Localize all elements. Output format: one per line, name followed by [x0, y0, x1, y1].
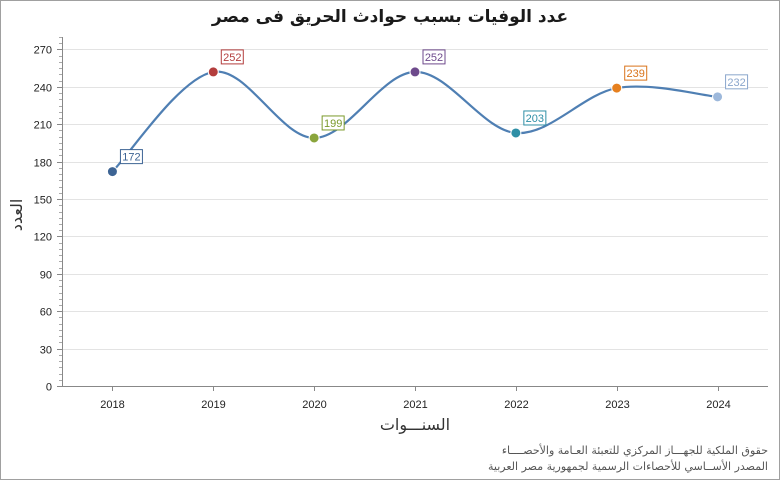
- footer-source: المصدر الأســاسي للأحصاءات الرسمية لجمهو…: [488, 460, 768, 473]
- y-tick-label: 60: [40, 307, 52, 319]
- x-tick-label: 2022: [504, 399, 528, 411]
- y-axis-title: العدد: [7, 199, 26, 232]
- y-tick-label: 150: [34, 195, 52, 207]
- data-point: [611, 82, 623, 94]
- y-tick-label: 270: [34, 45, 52, 57]
- data-label-box: [523, 110, 547, 126]
- x-tick-label: 2021: [403, 399, 427, 411]
- data-label-box: [624, 65, 648, 81]
- data-point: [308, 132, 320, 144]
- data-label: 252: [223, 52, 241, 64]
- y-tick-label: 240: [34, 83, 52, 95]
- y-tick-label: 30: [40, 345, 52, 357]
- plot-area: 0 30 60 90 120 150 180 210 240 270 2018 2019 2020 202…: [34, 37, 768, 411]
- y-tick-label: 0: [46, 382, 52, 394]
- x-tick-label: 2024: [706, 399, 730, 411]
- series-line: [111, 70, 718, 173]
- x-tick-label: 2023: [605, 399, 629, 411]
- data-label-box: [220, 49, 244, 65]
- data-label: 199: [324, 118, 342, 130]
- data-label-box: [725, 74, 749, 90]
- chart-title: عدد الوفيات بسبب حوادث الحريق فى مصر: [211, 7, 568, 27]
- x-tick-label: 2019: [201, 399, 225, 411]
- x-tick-label: 2020: [302, 399, 326, 411]
- data-label: 252: [425, 52, 443, 64]
- y-tick-label: 90: [40, 270, 52, 282]
- data-label-box: [321, 115, 345, 131]
- data-label: 203: [526, 113, 544, 125]
- y-tick-label: 120: [34, 232, 52, 244]
- x-tick-label: 2018: [100, 399, 124, 411]
- data-label-box: [119, 149, 143, 165]
- y-tick-label: 180: [34, 158, 52, 170]
- data-point: [409, 66, 421, 78]
- data-label: 172: [122, 152, 140, 164]
- data-point: [106, 166, 118, 178]
- data-point: [712, 91, 724, 103]
- footer-copyright: حقوق الملكية للجهـــاز المركزي للتعبئة ا…: [501, 444, 768, 457]
- data-point: [510, 127, 522, 139]
- data-label: 239: [627, 68, 645, 80]
- data-point: [207, 66, 219, 78]
- x-axis-title: السنـــوات: [380, 415, 450, 435]
- data-label: 232: [727, 77, 745, 89]
- data-label-box: [422, 49, 446, 65]
- y-tick-label: 210: [34, 120, 52, 132]
